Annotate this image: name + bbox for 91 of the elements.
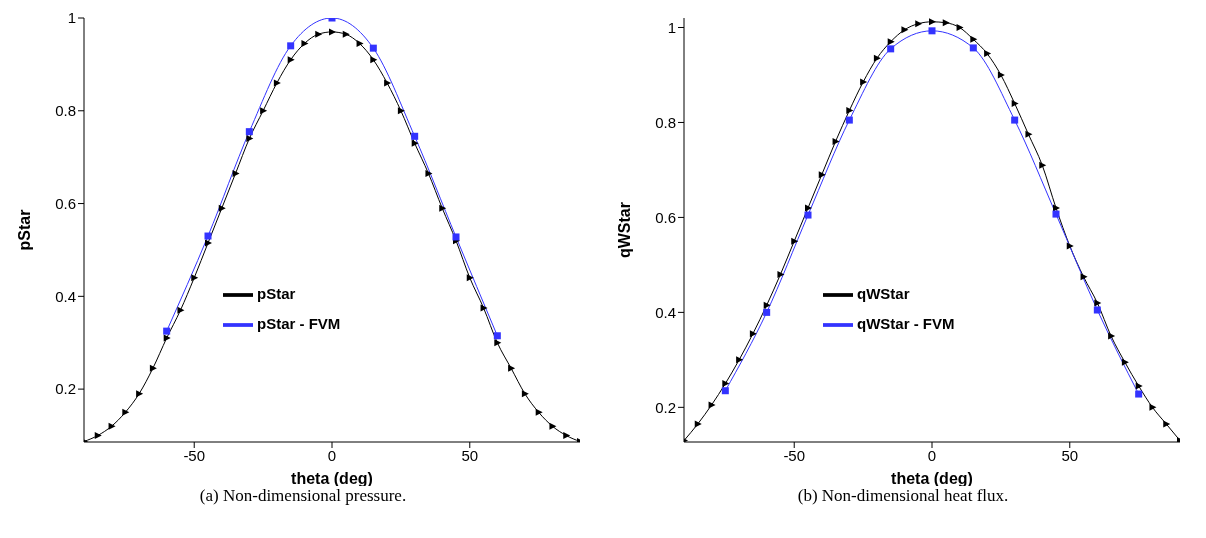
point xyxy=(763,308,771,316)
point xyxy=(997,71,1005,79)
point xyxy=(846,107,854,115)
point xyxy=(508,364,516,372)
y-tick-label: 0.8 xyxy=(655,113,676,131)
x-tick-label: 50 xyxy=(461,446,479,464)
point xyxy=(205,239,212,247)
point xyxy=(94,432,102,440)
point xyxy=(163,327,171,335)
point xyxy=(493,332,501,340)
point xyxy=(805,204,812,212)
legend-label: qWStar - FVM xyxy=(857,314,955,332)
point xyxy=(136,390,144,398)
point xyxy=(191,274,199,282)
point xyxy=(915,20,923,28)
point xyxy=(260,107,268,115)
point xyxy=(1163,420,1171,428)
x-tick-label: 50 xyxy=(1061,446,1079,464)
y-axis-title: pStar xyxy=(15,209,33,251)
point xyxy=(777,270,785,278)
point xyxy=(929,18,936,26)
point xyxy=(494,339,502,347)
point xyxy=(887,45,895,53)
x-tick-label: 0 xyxy=(927,446,937,464)
point xyxy=(1039,161,1047,169)
point xyxy=(122,408,130,416)
point xyxy=(273,79,281,87)
y-tick-label: 1 xyxy=(667,18,676,36)
x-tick-label: -50 xyxy=(783,446,806,464)
point xyxy=(301,40,309,48)
y-tick-label: 0.2 xyxy=(655,398,676,416)
point xyxy=(163,334,171,342)
point xyxy=(1053,204,1060,212)
y-tick-label: 0.8 xyxy=(55,102,76,120)
point xyxy=(315,30,323,38)
point xyxy=(439,204,447,212)
point xyxy=(970,35,978,43)
point xyxy=(860,78,868,86)
point xyxy=(1011,116,1019,124)
point xyxy=(721,387,729,395)
point xyxy=(204,232,212,240)
text: (a) Non-dimensional pressure. xyxy=(198,486,408,506)
point xyxy=(356,40,364,48)
point xyxy=(1149,403,1157,411)
point xyxy=(1135,382,1143,390)
point xyxy=(969,44,977,52)
point xyxy=(369,44,377,52)
point xyxy=(177,306,185,314)
point xyxy=(984,50,992,58)
text: (b) Non-dimensional heat flux. xyxy=(796,486,1010,506)
y-tick-label: 0.2 xyxy=(55,380,76,398)
point xyxy=(1025,130,1033,138)
point xyxy=(736,356,744,364)
point xyxy=(694,420,702,428)
point xyxy=(1052,210,1060,218)
point xyxy=(956,24,964,31)
point xyxy=(370,56,378,64)
point xyxy=(1011,99,1019,107)
point xyxy=(452,233,460,241)
legend-label: qWStar xyxy=(857,284,910,302)
y-tick-label: 0.6 xyxy=(655,208,676,226)
point xyxy=(425,169,433,177)
point xyxy=(411,132,419,140)
legend-label: pStar xyxy=(257,284,296,302)
x-tick-label: -50 xyxy=(183,446,206,464)
y-tick-label: 0.6 xyxy=(55,194,76,212)
y-axis-title: qWStar xyxy=(615,202,633,258)
point xyxy=(1094,299,1102,307)
point xyxy=(384,79,392,87)
y-tick-label: 0.4 xyxy=(55,287,76,305)
point xyxy=(791,237,799,245)
point xyxy=(1108,332,1116,340)
point xyxy=(804,211,812,219)
y-tick-label: 1 xyxy=(67,9,76,27)
y-tick-label: 0.4 xyxy=(655,303,676,321)
point xyxy=(563,432,571,440)
point xyxy=(1093,306,1101,314)
legend-label: pStar - FVM xyxy=(257,314,341,332)
point xyxy=(845,116,853,124)
point xyxy=(287,42,295,50)
point xyxy=(901,26,909,34)
point xyxy=(722,380,730,388)
point xyxy=(329,28,336,36)
point xyxy=(246,135,254,143)
point xyxy=(245,128,253,136)
point xyxy=(1135,390,1143,398)
point xyxy=(1066,242,1074,250)
point xyxy=(549,422,557,430)
x-tick-label: 0 xyxy=(327,446,337,464)
point xyxy=(873,54,881,62)
point xyxy=(928,27,936,35)
